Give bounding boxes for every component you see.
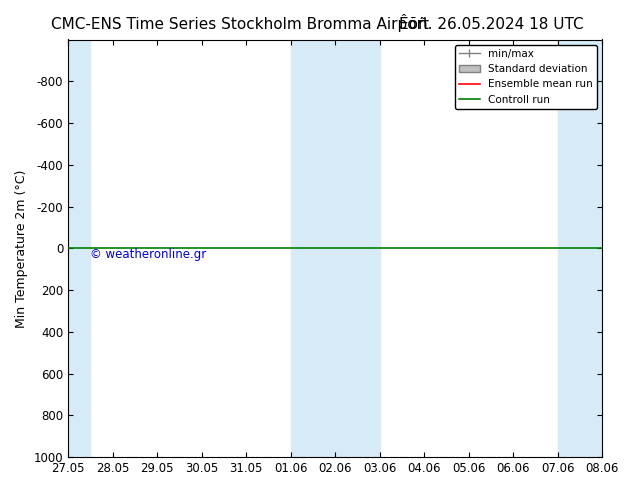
Bar	[68, 40, 90, 457]
Text: CMC-ENS Time Series Stockholm Bromma Airport: CMC-ENS Time Series Stockholm Bromma Air…	[51, 17, 429, 32]
Legend: min/max, Standard deviation, Ensemble mean run, Controll run: min/max, Standard deviation, Ensemble me…	[455, 45, 597, 109]
Bar	[290, 40, 380, 457]
Text: © weatheronline.gr: © weatheronline.gr	[90, 248, 207, 261]
Bar	[558, 40, 602, 457]
Y-axis label: Min Temperature 2m (°C): Min Temperature 2m (°C)	[15, 169, 28, 327]
Text: Êõñ. 26.05.2024 18 UTC: Êõñ. 26.05.2024 18 UTC	[399, 17, 583, 32]
